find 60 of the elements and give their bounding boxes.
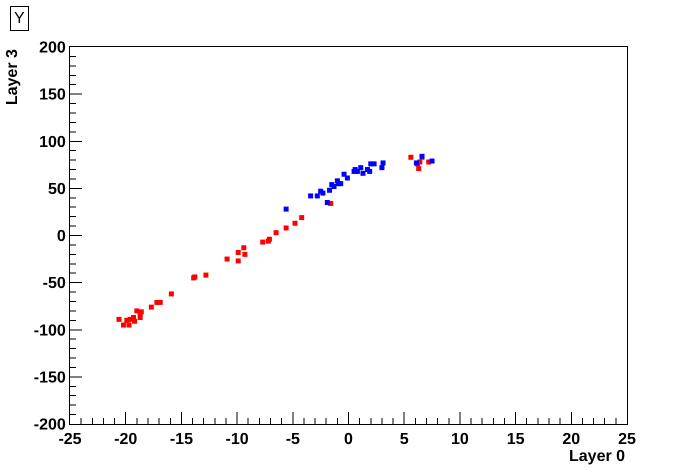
point [332, 184, 337, 189]
point [242, 252, 248, 257]
point [292, 220, 298, 226]
point [120, 322, 126, 328]
point [380, 160, 386, 166]
y-tick-label: 0 [56, 228, 66, 246]
x-tick-label: 5 [400, 431, 409, 448]
y-axis-title: Layer 3 [4, 49, 22, 106]
point [260, 240, 266, 245]
point [344, 176, 350, 181]
point [372, 161, 377, 166]
x-tick-label: -10 [226, 431, 249, 448]
point [379, 165, 384, 170]
point [342, 172, 347, 177]
point [299, 215, 304, 220]
point [241, 245, 246, 250]
point [314, 193, 320, 198]
point [358, 165, 364, 170]
point [416, 166, 422, 172]
point [224, 256, 230, 262]
point [430, 158, 435, 164]
x-tick-label: -25 [58, 431, 82, 448]
point [324, 200, 330, 206]
x-tick-label: 10 [451, 431, 469, 448]
y-tick-label: 150 [39, 86, 66, 104]
point [367, 168, 372, 174]
point [148, 304, 154, 310]
x-tick-label: 15 [506, 431, 525, 448]
x-tick-label: -20 [114, 431, 138, 448]
y-tick-label: -150 [34, 369, 66, 386]
x-tick-label: -15 [170, 431, 194, 448]
point [236, 250, 241, 255]
point [308, 193, 314, 198]
y-tick-label: -100 [34, 322, 66, 340]
y-tick-label: -50 [42, 275, 66, 292]
point [274, 230, 279, 236]
point [138, 315, 143, 320]
point [168, 291, 174, 296]
point [236, 258, 241, 264]
point [284, 206, 289, 212]
point [338, 181, 344, 186]
point [158, 300, 163, 305]
x-tick-label: 0 [344, 431, 354, 448]
point [116, 316, 122, 322]
point [327, 188, 332, 193]
x-tick-label: 25 [618, 431, 636, 448]
x-tick-label: -5 [286, 431, 300, 448]
point [126, 322, 132, 328]
point [408, 154, 414, 160]
chart-title: Y [14, 10, 25, 27]
x-axis-title: Layer 0 [569, 448, 626, 465]
point [132, 318, 138, 324]
y-tick-label: 100 [39, 134, 66, 151]
y-tick-label: -200 [34, 416, 66, 434]
point [360, 170, 366, 176]
y-tick-label: 200 [39, 40, 66, 57]
point [203, 272, 208, 278]
y-tick-label: 50 [48, 180, 66, 198]
x-tick-label: 20 [562, 431, 580, 448]
point [284, 225, 289, 230]
